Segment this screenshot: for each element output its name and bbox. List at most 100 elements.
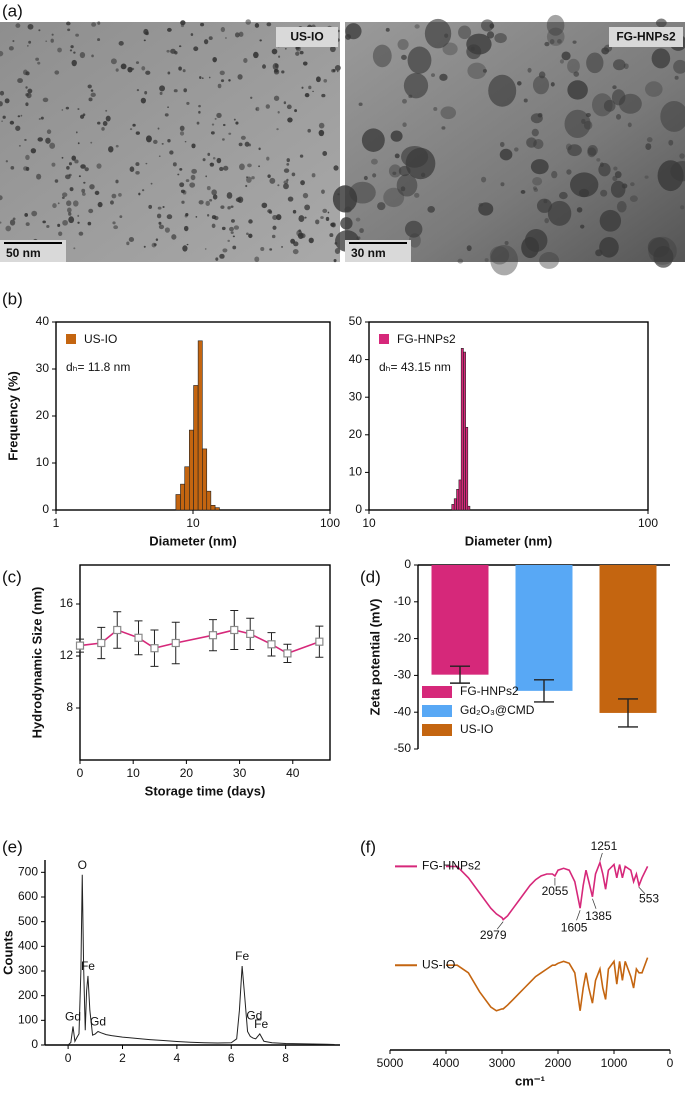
particle [182, 69, 186, 73]
particle [467, 62, 487, 80]
particle [230, 231, 234, 234]
particle [345, 23, 362, 40]
histogram-bar [465, 426, 469, 511]
particle [271, 48, 278, 55]
particle [616, 200, 627, 213]
histogram-bar [458, 479, 462, 511]
particle [198, 110, 201, 114]
particle [363, 175, 368, 181]
particle [645, 81, 663, 97]
marker [246, 629, 255, 639]
y-tick-label: -40 [394, 704, 412, 718]
particle [333, 165, 339, 171]
particle [38, 118, 41, 120]
particle [371, 158, 378, 165]
particle [349, 181, 376, 204]
peak-label: Gd [90, 1015, 106, 1029]
histogram-bar [180, 483, 186, 511]
particle [26, 45, 29, 47]
particle [295, 51, 300, 56]
particle [599, 236, 619, 258]
y-tick-label: 0 [404, 557, 411, 571]
particle [336, 70, 339, 73]
particle [184, 141, 187, 143]
particle [276, 128, 279, 131]
particle [245, 184, 248, 188]
particle [424, 18, 452, 49]
particle [204, 248, 207, 250]
particle [190, 33, 194, 36]
particle [77, 108, 80, 111]
particle [615, 113, 622, 120]
particle [179, 182, 185, 188]
particle [178, 66, 182, 71]
particle [90, 141, 93, 144]
particle [77, 214, 80, 217]
particle [539, 252, 560, 269]
scale-bar-label: 30 nm [351, 246, 386, 260]
particle [179, 125, 185, 132]
particle [532, 186, 537, 190]
particle [80, 164, 86, 169]
y-tick-label: -30 [394, 668, 412, 682]
peak-label: 2979 [480, 928, 507, 942]
particle [8, 46, 14, 51]
particle [183, 88, 188, 93]
legend-label: FG-HNPs2 [460, 684, 519, 698]
particle [514, 147, 519, 152]
peak-label: Fe [254, 1017, 268, 1031]
particle [394, 153, 400, 159]
particle [159, 85, 166, 92]
particle [439, 73, 448, 81]
particle [182, 190, 187, 195]
particle [295, 46, 300, 50]
x-tick-label: 0 [65, 1051, 72, 1065]
particle [91, 54, 94, 58]
marker [267, 640, 276, 649]
particle [222, 138, 225, 141]
particle [186, 243, 189, 246]
marker [315, 637, 324, 646]
particle [120, 63, 127, 70]
particle [97, 121, 101, 125]
particle [37, 61, 41, 65]
particle [225, 37, 227, 39]
histogram-bar [193, 385, 199, 511]
particle [217, 83, 222, 89]
particle [531, 128, 539, 137]
particle [569, 172, 599, 198]
particle [644, 175, 649, 179]
particle [266, 156, 270, 161]
particle [205, 200, 210, 207]
error-bar [534, 679, 554, 703]
peak-leader [599, 852, 603, 861]
particle [392, 171, 397, 176]
particle [57, 202, 60, 205]
particle [655, 18, 667, 28]
y-tick-label: 0 [42, 502, 49, 516]
particle [201, 77, 204, 79]
peak-label: O [78, 858, 87, 872]
particle [198, 104, 201, 108]
particle [230, 219, 235, 223]
x-tick-label: 100 [320, 516, 340, 530]
particle [207, 152, 211, 156]
panel-label: (f) [360, 837, 376, 856]
y-tick-label: 10 [36, 455, 50, 469]
particle [158, 221, 162, 225]
particle [299, 154, 304, 158]
particle [196, 121, 200, 125]
particle [37, 137, 44, 142]
panel-label: (e) [2, 837, 23, 856]
plot-frame [368, 321, 649, 511]
particle [627, 122, 632, 128]
particle [189, 182, 196, 188]
panel-label: (d) [360, 567, 381, 586]
particle [312, 90, 314, 93]
particle [259, 39, 262, 42]
y-tick-label: 50 [349, 314, 363, 328]
y-axis-label: Counts [0, 930, 15, 975]
particle [228, 79, 231, 82]
particle [334, 64, 341, 71]
particle [523, 98, 528, 103]
